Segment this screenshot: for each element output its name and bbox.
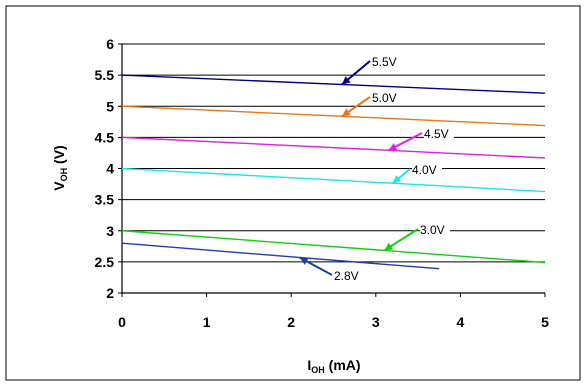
series-line-5.5V — [121, 74, 546, 94]
annotation-arrowhead-3.0V — [384, 242, 394, 251]
grid-lines — [122, 43, 545, 263]
y-tick-label: 4 — [106, 161, 114, 177]
annotation-bg — [334, 269, 364, 283]
annotation-arrowhead-4.5V — [388, 143, 398, 151]
y-tick-label: 5.5 — [95, 67, 115, 83]
annotation-bg — [372, 55, 402, 69]
annotation-label-5.5V: 5.5V — [372, 55, 397, 69]
annotation-label-4.0V: 4.0V — [412, 163, 437, 177]
annotation-bg — [412, 163, 442, 177]
series-line-4.0V — [121, 167, 546, 193]
y-tick-label: 6 — [106, 36, 114, 52]
annotation-arrowhead-5.0V — [341, 108, 351, 117]
annotation-label-4.5V: 4.5V — [424, 127, 449, 141]
annotation-bg — [424, 127, 454, 141]
series-line-3.0V — [121, 230, 546, 264]
annotation-arrowhead-4.0V — [392, 175, 402, 184]
x-tick-label: 1 — [203, 314, 211, 330]
annotation-arrowhead-5.5V — [341, 76, 351, 85]
y-tick-label: 3 — [106, 223, 114, 239]
annotation-label-5.0V: 5.0V — [372, 91, 397, 105]
y-tick-label: 4.5 — [95, 129, 115, 145]
x-tick-label: 5 — [541, 314, 549, 330]
annotation-arrowhead-2.8V — [299, 257, 309, 265]
series-line-4.5V — [121, 136, 546, 159]
annotation-bg — [372, 91, 402, 105]
x-tick-label: 3 — [372, 314, 380, 330]
series-lines — [121, 74, 546, 270]
annotation-label-2.8V: 2.8V — [334, 269, 359, 283]
annotation-bg — [420, 223, 450, 237]
chart-frame — [5, 5, 581, 381]
y-axis-label: VOH (V) — [51, 145, 69, 190]
series-line-2.8V — [121, 242, 440, 270]
tick-labels: 2 2.5 3 3.5 4 4.5 5 5.5 6 0 1 2 3 4 5 — [95, 36, 550, 330]
x-axis-label: IOH (mA) — [307, 357, 360, 375]
series-annotations: 5.5V 5.0V 4.5V 4.0V 3.0V 2.8V — [299, 55, 454, 283]
x-tick-label: 4 — [457, 314, 465, 330]
y-tick-label: 5 — [106, 98, 114, 114]
y-tick-label: 3.5 — [95, 192, 115, 208]
series-line-5.0V — [121, 105, 546, 127]
x-tick-label: 2 — [287, 314, 295, 330]
y-tick-label: 2.5 — [95, 254, 115, 270]
annotation-label-3.0V: 3.0V — [420, 223, 445, 237]
y-tick-label: 2 — [106, 285, 114, 301]
x-tick-label: 0 — [118, 314, 126, 330]
